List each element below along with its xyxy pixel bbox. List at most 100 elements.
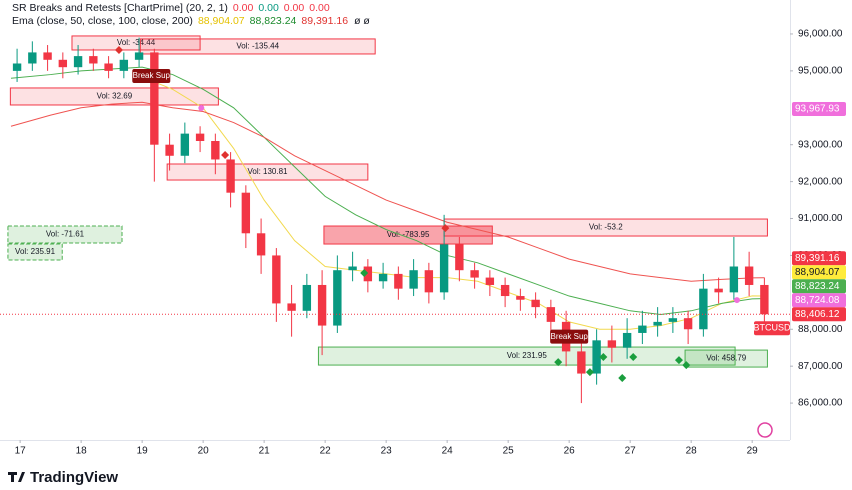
break-label: Break Sup [550,332,588,341]
zone [71,35,201,51]
price-label: 88,823.24 [795,281,840,292]
zone [9,87,219,106]
break-label-bg [132,68,171,83]
x-tick-label: 20 [198,446,210,457]
zone-label: Vol: -53.2 [589,223,623,232]
x-tick-label: 27 [625,446,637,457]
candle-body [180,133,190,156]
candle-body [317,284,327,326]
x-tick-label: 25 [503,446,515,457]
price-label-bg [792,251,846,266]
x-tick-label: 26 [564,446,576,457]
candle-body [622,332,632,348]
x-tick-label: 23 [381,446,393,457]
y-tick-label: 92,000.00 [798,176,843,187]
x-tick-label: 18 [76,446,88,457]
candle-body [150,52,159,145]
candle-body [424,270,434,293]
ema-line [10,101,765,282]
break-label: Break Sup [133,71,171,80]
indicator-value: 0.00 [309,2,330,14]
candle-body [256,233,266,256]
candle-body [211,141,220,160]
symbol-label-bg [754,321,790,336]
candle-body [485,277,495,285]
candle-body [165,144,174,156]
zone [684,349,768,368]
candle-body [546,307,556,322]
indicator-value: 0.00 [233,2,254,14]
candle-body [58,59,68,68]
zone [139,38,376,55]
candle-body [195,133,205,142]
cross-dot [198,104,205,111]
price-label: 93,967.93 [795,104,840,115]
candle-body [714,288,723,293]
retest-marker [221,151,230,160]
candle-body [226,159,235,193]
candle-body [302,284,312,311]
indicator-name: SR Breaks and Retests [ChartPrime] (20, … [12,2,228,14]
candle-body [531,299,540,308]
candle-body [241,192,251,234]
y-tick-label: 87,000.00 [798,361,843,372]
zone-label: Vol: 130.81 [247,167,288,176]
price-label: 88,904.07 [795,267,840,278]
candle-body [28,52,37,64]
candle-body [439,244,449,293]
y-tick-label: 88,000.00 [798,324,843,335]
candle-body [378,273,388,282]
x-tick-label: 17 [15,446,27,457]
x-tick-label: 28 [686,446,698,457]
candle-body [363,266,373,282]
candle-body [394,273,403,289]
candle-body [89,56,98,64]
candle-body [348,266,357,271]
brand-name: TradingView [30,469,118,485]
price-label-bg [792,279,846,294]
indicator-name: Ema (close, 50, close, 100, close, 200) [12,15,193,27]
candle-body [744,266,754,285]
replay-icon[interactable] [757,422,773,438]
y-tick-label: 91,000.00 [798,213,843,224]
candle-body [577,351,586,374]
retest-marker [599,353,608,362]
x-tick-label: 22 [320,446,332,457]
retest-marker [441,224,450,233]
zone-label: Vol: -34.44 [117,38,156,47]
y-tick-label: 86,000.00 [798,398,843,409]
price-label-bg [792,101,846,116]
zone-label: Vol: 458.79 [706,354,747,363]
candle-body [287,303,296,311]
zone [7,225,123,244]
legend: SR Breaks and Retests [ChartPrime] (20, … [12,2,370,27]
y-tick-label: 93,000.00 [798,139,843,150]
brand-logo: TradingView [8,469,118,486]
y-tick-label: 96,000.00 [798,29,843,40]
indicator-icons[interactable]: ø ø [354,15,370,27]
x-tick-label: 29 [747,446,759,457]
indicator-value: 0.00 [258,2,279,14]
y-tick-label: 95,000.00 [798,66,843,77]
zone [166,163,369,181]
price-label: 88,406.12 [795,309,840,320]
candle-body [333,270,342,326]
candle-body [470,270,479,278]
cross-dot [733,297,740,304]
ema-line [10,66,765,316]
retest-marker [114,45,123,54]
logo-mark [8,472,25,482]
candle-body [638,325,647,333]
x-tick-label: 19 [137,446,149,457]
indicator-value: 89,391.16 [301,15,348,27]
retest-marker [618,374,627,383]
zone-label: Vol: -783.95 [387,230,430,239]
candle-body [104,63,113,71]
candle-body [699,288,708,330]
zone [317,346,736,366]
retest-marker [360,269,369,278]
zone-label: Vol: -71.61 [46,230,85,239]
candle-body [653,321,662,326]
retest-marker [585,368,594,377]
zone-label: Vol: -135.44 [236,42,279,51]
